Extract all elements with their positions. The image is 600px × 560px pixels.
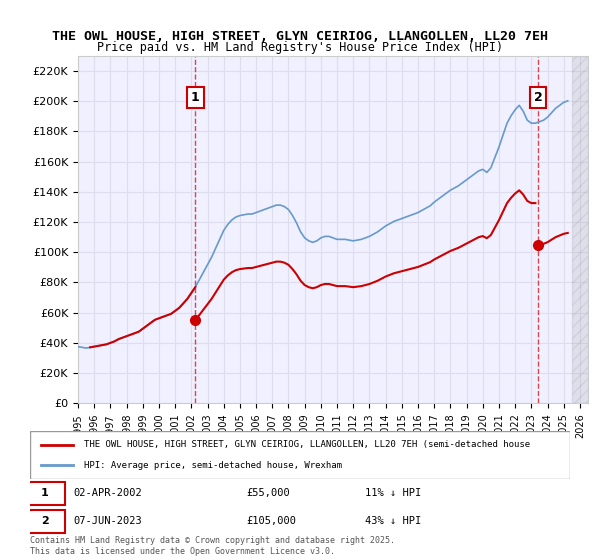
Text: £105,000: £105,000 <box>246 516 296 526</box>
Text: Price paid vs. HM Land Registry's House Price Index (HPI): Price paid vs. HM Land Registry's House … <box>97 41 503 54</box>
Text: £55,000: £55,000 <box>246 488 290 498</box>
Text: 1: 1 <box>191 91 200 104</box>
Text: 2: 2 <box>41 516 49 526</box>
Text: Contains HM Land Registry data © Crown copyright and database right 2025.
This d: Contains HM Land Registry data © Crown c… <box>30 536 395 556</box>
Text: THE OWL HOUSE, HIGH STREET, GLYN CEIRIOG, LLANGOLLEN, LL20 7EH: THE OWL HOUSE, HIGH STREET, GLYN CEIRIOG… <box>52 30 548 43</box>
Text: 07-JUN-2023: 07-JUN-2023 <box>73 516 142 526</box>
Text: 2: 2 <box>534 91 542 104</box>
Text: 02-APR-2002: 02-APR-2002 <box>73 488 142 498</box>
FancyBboxPatch shape <box>30 431 570 479</box>
FancyBboxPatch shape <box>25 482 65 505</box>
Text: 11% ↓ HPI: 11% ↓ HPI <box>365 488 421 498</box>
FancyBboxPatch shape <box>25 510 65 533</box>
Bar <box>572 56 588 403</box>
Text: HPI: Average price, semi-detached house, Wrexham: HPI: Average price, semi-detached house,… <box>84 461 342 470</box>
Text: 43% ↓ HPI: 43% ↓ HPI <box>365 516 421 526</box>
Text: 1: 1 <box>41 488 49 498</box>
Text: THE OWL HOUSE, HIGH STREET, GLYN CEIRIOG, LLANGOLLEN, LL20 7EH (semi-detached ho: THE OWL HOUSE, HIGH STREET, GLYN CEIRIOG… <box>84 440 530 449</box>
